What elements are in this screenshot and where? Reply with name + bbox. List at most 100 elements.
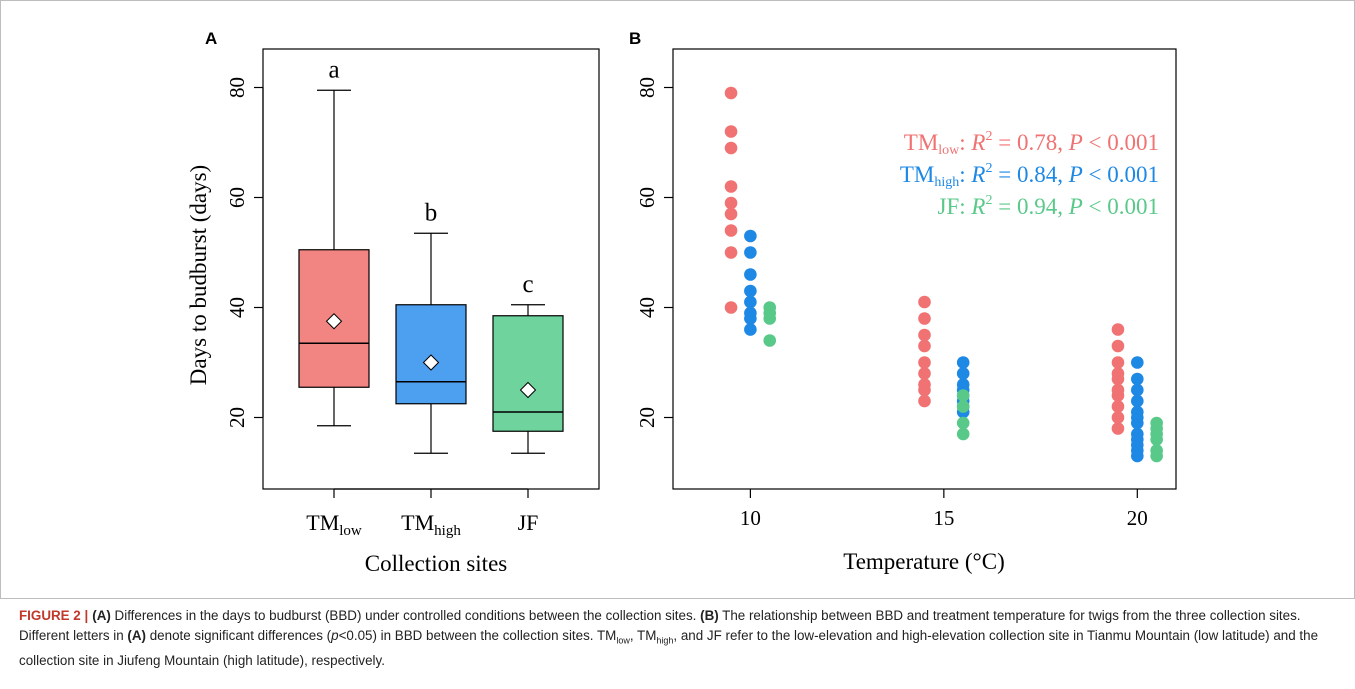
panel-b-x-tick-label: 10 [740, 506, 761, 530]
data-point-TMlow [724, 180, 738, 193]
panel-b-confidence-bands [673, 0, 1176, 36]
data-point-TMlow [724, 86, 738, 100]
caption-segment: The relationship between BBD and treatme… [19, 608, 1301, 643]
data-point-TMlow [918, 339, 931, 353]
data-point-TMlow [918, 328, 931, 342]
panel-a-x-tick-label: JF [518, 510, 539, 535]
data-point-TMlow [1111, 323, 1125, 336]
data-point-TMlow [918, 356, 931, 369]
boxplot-box [492, 315, 564, 432]
caption-segment: denote significant differences ( [146, 628, 332, 643]
data-point-JF [1150, 433, 1163, 446]
panel-b-letter: B [629, 29, 641, 48]
fit-line-JF [673, 0, 1176, 21]
data-point-TMhigh [744, 295, 757, 309]
panel-b-y-tick-label: 40 [635, 297, 659, 318]
panel-b-legend: TMlow: R2 = 0.78, P < 0.001 TMhigh: R2 = … [900, 129, 1159, 219]
legend-entry-TMhigh: TMhigh: R2 = 0.84, P < 0.001 [900, 161, 1159, 190]
boxplot-box [395, 304, 467, 405]
figure-label: FIGURE 2 | [19, 608, 89, 623]
data-point-TMlow [724, 246, 738, 259]
panel-a-x-axis-title: Collection sites [365, 551, 508, 576]
panel-b-x-axis: 10 15 20 [740, 489, 1148, 530]
data-point-TMlow [918, 295, 931, 309]
panel-a-y-tick-label: 40 [225, 297, 249, 318]
data-point-JF [956, 427, 970, 441]
data-point-TMlow [1111, 422, 1125, 435]
data-point-TMlow [1111, 372, 1125, 386]
panel-a-x-tick-label: TMlow [306, 510, 362, 539]
panel-a: A 20 40 60 80 a b c TMlow TMhigh JF Days to bud… [186, 29, 600, 576]
boxplot-TMlow: a [298, 56, 370, 427]
legend-entry-JF: JF: R2 = 0.94, P < 0.001 [938, 193, 1159, 219]
data-point-JF [763, 334, 777, 347]
panel-a-x-axis: TMlow TMhigh JF [306, 488, 539, 539]
panel-a-letter: A [205, 29, 217, 48]
data-point-TMlow [724, 196, 738, 210]
caption-segment: p [331, 628, 339, 643]
data-point-TMlow [1111, 411, 1125, 424]
caption-segment: Differences in the days to budburst (BBD… [110, 608, 701, 623]
panel-b-y-tick-label: 60 [635, 187, 659, 208]
data-point-JF [956, 400, 970, 413]
boxplot-mean-marker [422, 354, 440, 371]
data-point-JF [1150, 449, 1163, 463]
data-point-TMlow [918, 312, 931, 325]
caption-segment: <0.05) in BBD between the collection sit… [338, 628, 617, 643]
significance-letter: b [425, 199, 438, 226]
panel-a-y-tick-label: 20 [225, 407, 249, 428]
data-point-TMlow [1111, 356, 1125, 369]
panel-b-x-tick-label: 15 [933, 506, 954, 530]
panel-a-y-tick-label: 60 [225, 187, 249, 208]
data-point-TMlow [1111, 339, 1125, 353]
data-point-TMhigh [1131, 449, 1144, 463]
data-point-TMlow [724, 141, 738, 155]
data-point-TMlow [724, 125, 738, 138]
data-point-TMhigh [744, 312, 757, 325]
data-point-TMhigh [1131, 372, 1144, 386]
caption-segment: (A) [92, 608, 111, 623]
significance-letter: c [522, 271, 533, 298]
confidence-band-JF [673, 0, 1176, 36]
data-point-JF [763, 312, 777, 325]
panel-b-x-tick-label: 20 [1127, 506, 1148, 530]
data-point-TMhigh [1131, 416, 1144, 430]
panel-a-y-tick-label: 80 [225, 77, 249, 98]
boxplot-TMhigh: b [395, 199, 467, 454]
boxplot-mean-marker [519, 381, 537, 399]
panel-b-x-axis-title: Temperature (°C) [843, 549, 1004, 574]
data-point-TMlow [918, 383, 931, 397]
data-point-TMlow [724, 301, 738, 314]
data-point-TMlow [918, 367, 931, 380]
panel-b-y-axis: 20 40 60 80 [635, 77, 673, 428]
panel-b: B 20 40 60 80 10 15 20 TMlow: R2 = 0.78, P < … [629, 0, 1177, 574]
data-point-TMhigh [744, 323, 757, 336]
boxplot-JF: c [492, 271, 564, 454]
panel-b-plot-border [672, 48, 1177, 490]
data-point-TMlow [1111, 389, 1125, 402]
panel-a-y-axis: 20 40 60 80 [225, 77, 264, 428]
boxplot-mean-marker [325, 313, 343, 330]
caption-segment: high [656, 635, 674, 646]
figure-caption: FIGURE 2 | (A) Differences in the days to… [19, 606, 1339, 671]
data-point-TMhigh [1131, 394, 1144, 408]
data-point-TMhigh [744, 229, 757, 243]
data-point-TMhigh [1131, 356, 1144, 369]
data-point-TMlow [1111, 400, 1125, 413]
panel-b-y-tick-label: 80 [635, 77, 659, 98]
panel-a-y-axis-title: Days to budburst (days) [186, 165, 211, 385]
caption-segment: , TM [629, 628, 657, 643]
data-point-JF [956, 416, 970, 430]
data-point-TMhigh [956, 367, 970, 380]
caption-segment: low [616, 635, 630, 646]
caption-segment: (A) [127, 628, 147, 643]
panel-b-y-tick-label: 20 [635, 407, 659, 428]
figure-svg: A 20 40 60 80 a b c TMlow TMhigh JF Days to bud… [0, 0, 1355, 599]
data-point-TMlow [724, 207, 738, 221]
caption-segment: (B) [700, 608, 719, 623]
data-point-JF [956, 389, 970, 402]
panel-a-boxes: a b c [298, 56, 564, 454]
significance-letter: a [328, 56, 339, 83]
panel-b-fit-lines [673, 0, 1176, 21]
